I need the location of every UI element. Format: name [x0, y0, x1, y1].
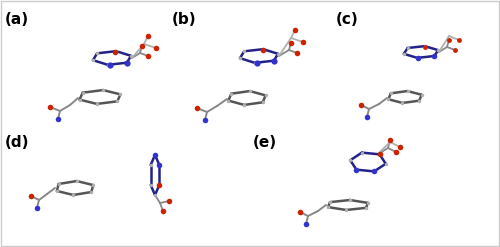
Text: (d): (d)	[5, 135, 29, 150]
Text: (a): (a)	[5, 12, 29, 27]
Text: (c): (c)	[336, 12, 359, 27]
Text: (e): (e)	[253, 135, 277, 150]
Text: (b): (b)	[172, 12, 197, 27]
